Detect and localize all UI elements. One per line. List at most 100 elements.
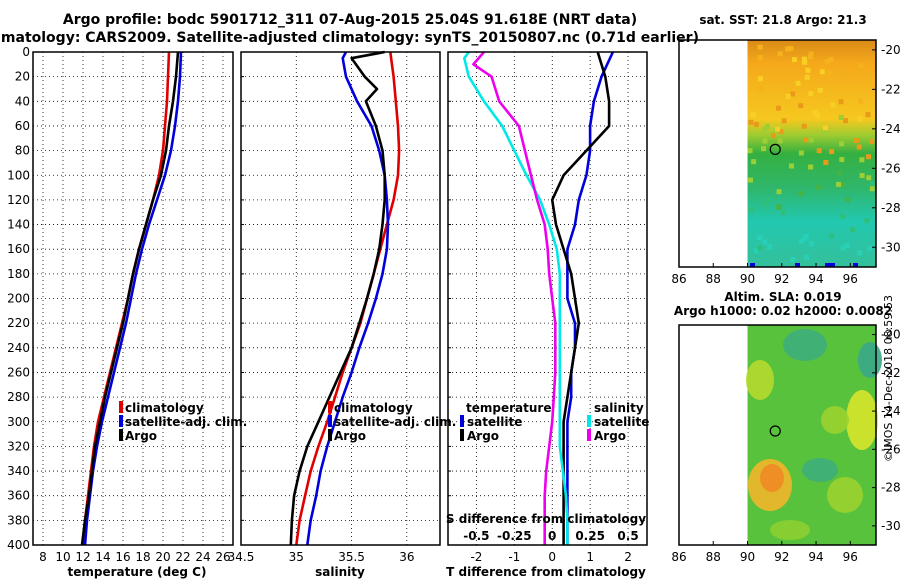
sst-pixel <box>790 256 796 262</box>
x-tick-label: -1 <box>508 550 520 564</box>
sst-pixel <box>748 207 754 213</box>
sla-blob <box>827 477 863 513</box>
y-tick-label: 40 <box>15 94 30 108</box>
legend-label-climatology: climatology <box>334 401 413 415</box>
sst-map-title: sat. SST: 21.8 Argo: 21.3 <box>699 13 866 27</box>
s-tick-label: 0 <box>548 529 556 543</box>
sst-pixel <box>817 87 823 93</box>
sst-pixel <box>859 173 865 179</box>
salinity-legend: climatology satellite-adj. clim. Argo <box>328 401 456 443</box>
x-tick-label: 35.5 <box>338 550 365 564</box>
sst-pixel <box>858 63 864 69</box>
sst-pixel <box>857 250 863 256</box>
sst-pixel <box>757 235 763 241</box>
x-tick-label: 10 <box>55 550 70 564</box>
sla-blob <box>802 458 838 482</box>
sst-pixel <box>808 51 814 57</box>
map-x-tick-label: 92 <box>774 272 789 286</box>
x-tick-label: 24 <box>195 550 210 564</box>
sst-pixel <box>869 181 875 187</box>
map-y-tick-label: -20 <box>881 43 900 57</box>
x-tick-label: 34.5 <box>228 550 255 564</box>
s-tick-label: -0.5 <box>463 529 489 543</box>
sst-pixel <box>830 263 835 267</box>
legend-swatch-climatology <box>119 401 123 413</box>
map-y-tick-label: -28 <box>881 481 900 495</box>
sst-pixel <box>762 239 768 245</box>
sst-pixel <box>808 164 814 170</box>
sst-pixel <box>866 175 872 181</box>
map-y-tick-label: -26 <box>881 161 900 175</box>
y-tick-label: 200 <box>7 292 30 306</box>
sst-pixel <box>823 159 829 165</box>
x-tick-label: 20 <box>155 550 170 564</box>
sla-map-panel: -20 -22 -24 -26 -28 -30 86 88 90 92 94 96 <box>671 324 900 564</box>
y-tick-label: 60 <box>15 119 30 133</box>
sst-pixel <box>864 218 870 224</box>
map-x-tick-label: 96 <box>843 550 858 564</box>
y-tick-label: 20 <box>15 70 30 84</box>
difference-top-label: S difference from climatology <box>446 512 646 526</box>
map-y-tick-label: -26 <box>881 442 900 456</box>
sla-blob <box>821 406 849 434</box>
map-y-tick-label: -30 <box>881 519 900 533</box>
sla-blob <box>858 342 882 378</box>
plot-frame <box>447 51 648 546</box>
sst-pixel <box>762 138 768 144</box>
sst-pixel <box>828 57 834 63</box>
sst-pixel <box>815 113 821 119</box>
sst-pixel <box>844 243 850 249</box>
map-frame <box>678 39 877 268</box>
map-x-tick-label: 92 <box>774 550 789 564</box>
y-tick-label: 240 <box>7 341 30 355</box>
difference-legend: temperature satellite Argo salinity sate… <box>460 401 649 443</box>
map-y-tick-label: -30 <box>881 240 900 254</box>
sst-pixel <box>757 44 763 50</box>
map-x-tick-label: 86 <box>671 272 686 286</box>
sst-pixel <box>853 263 858 267</box>
difference-xlabel: T difference from climatology <box>446 565 646 579</box>
temperature-xlabel: temperature (deg C) <box>68 565 207 579</box>
map-x-tick-label: 86 <box>671 550 686 564</box>
sst-pixel <box>836 181 842 187</box>
sst-pixel <box>801 56 807 62</box>
sst-pixel <box>869 186 875 192</box>
map-x-tick-label: 88 <box>706 272 721 286</box>
sst-pixel <box>798 103 804 109</box>
plot-frame <box>240 51 441 546</box>
x-tick-label: 12 <box>75 550 90 564</box>
sst-pixel <box>850 79 856 85</box>
sst-pixel <box>757 55 763 61</box>
temperature-legend: climatology satellite-adj. clim. Argo <box>119 401 247 443</box>
x-tick-label: 35 <box>289 550 304 564</box>
x-tick-label: 22 <box>175 550 190 564</box>
sst-pixel <box>762 126 768 132</box>
sst-pixel <box>865 112 871 118</box>
sla-blob <box>770 520 810 540</box>
y-tick-label: 160 <box>7 242 30 256</box>
map-y-tick-label: -24 <box>881 122 900 136</box>
sst-pixel <box>869 138 875 144</box>
sst-pixel <box>829 233 835 239</box>
title-line-1: Argo profile: bodc 5901712_311 07-Aug-20… <box>63 12 637 28</box>
sst-pixel <box>808 91 814 97</box>
sst-pixel <box>825 263 830 267</box>
sst-pixel <box>812 109 818 115</box>
legend-swatch-t-argo <box>460 429 464 441</box>
sst-pixel <box>757 245 763 251</box>
legend-label-t-satellite: satellite <box>467 415 522 429</box>
sst-pixel <box>854 137 860 143</box>
sst-pixel <box>867 245 873 251</box>
sla-map-title-1: Altim. SLA: 0.019 <box>724 290 841 304</box>
sst-pixel <box>748 119 754 125</box>
sst-pixel <box>839 141 845 147</box>
legend-label-t-argo: Argo <box>467 429 499 443</box>
sst-pixel <box>816 184 822 190</box>
sst-pixel <box>865 154 871 160</box>
sst-pixel <box>767 244 773 250</box>
sst-pixel <box>747 148 753 154</box>
sst-pixel <box>788 46 794 52</box>
legend-swatch-climatology <box>328 401 332 413</box>
x-tick-label: 16 <box>115 550 130 564</box>
sst-pixel <box>838 114 844 120</box>
